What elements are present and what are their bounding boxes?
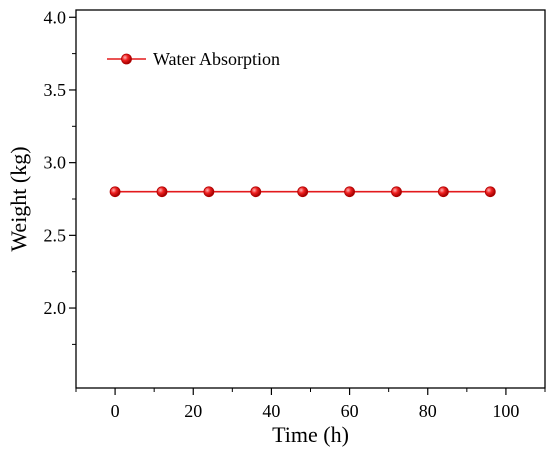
series-layer bbox=[109, 186, 496, 198]
x-tick-label: 0 bbox=[111, 401, 120, 421]
y-axis-label: Weight (kg) bbox=[6, 146, 31, 251]
axes: 0 20 40 60 80 100 2.0 2.5 3.0 3.5 4.0 Time (h) Weigh… bbox=[6, 7, 546, 447]
y-tick-label: 4.0 bbox=[44, 7, 67, 27]
data-point bbox=[250, 186, 262, 198]
legend: Water Absorption bbox=[107, 49, 280, 69]
x-axis-label: Time (h) bbox=[272, 422, 349, 447]
x-tick-label: 20 bbox=[184, 401, 202, 421]
x-tick-label: 80 bbox=[419, 401, 437, 421]
plot-frame bbox=[75, 9, 546, 389]
y-tick-label: 2.0 bbox=[44, 298, 67, 318]
data-point bbox=[437, 186, 449, 198]
legend-marker bbox=[121, 53, 132, 65]
x-tick-label: 100 bbox=[492, 401, 519, 421]
data-point bbox=[344, 186, 355, 198]
plot-area bbox=[75, 9, 546, 389]
data-point bbox=[484, 186, 496, 198]
x-tick-label: 60 bbox=[341, 401, 359, 421]
data-point bbox=[109, 186, 121, 198]
data-point bbox=[391, 186, 402, 198]
data-point bbox=[203, 186, 215, 198]
y-tick-label: 3.0 bbox=[44, 153, 67, 173]
y-tick-label: 3.5 bbox=[44, 80, 67, 100]
x-tick-label: 40 bbox=[262, 401, 280, 421]
data-point bbox=[156, 186, 168, 198]
y-tick-label: 2.5 bbox=[44, 225, 67, 245]
data-point bbox=[297, 186, 309, 198]
legend-label: Water Absorption bbox=[153, 49, 280, 69]
